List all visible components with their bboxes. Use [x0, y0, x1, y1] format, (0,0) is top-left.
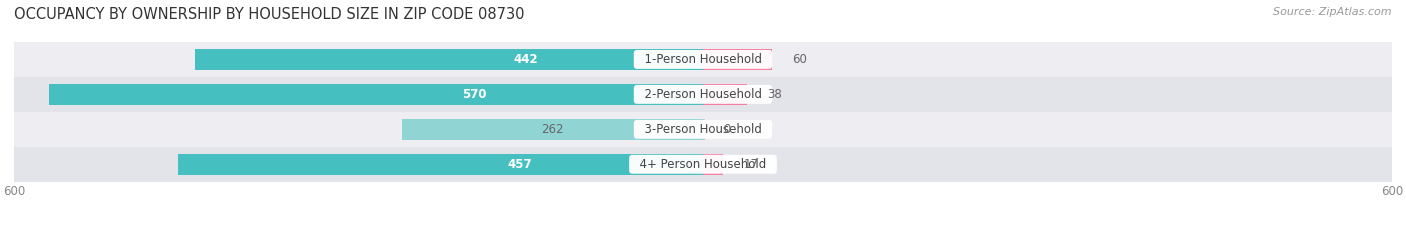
Text: 38: 38 — [768, 88, 782, 101]
Text: OCCUPANCY BY OWNERSHIP BY HOUSEHOLD SIZE IN ZIP CODE 08730: OCCUPANCY BY OWNERSHIP BY HOUSEHOLD SIZE… — [14, 7, 524, 22]
Bar — [48, 84, 703, 105]
Text: 1-Person Household: 1-Person Household — [637, 53, 769, 66]
Text: Source: ZipAtlas.com: Source: ZipAtlas.com — [1274, 7, 1392, 17]
Text: 442: 442 — [513, 53, 537, 66]
Legend: Owner-occupied, Renter-occupied: Owner-occupied, Renter-occupied — [572, 230, 834, 233]
Bar — [195, 49, 703, 70]
Bar — [703, 49, 772, 70]
Bar — [703, 154, 723, 175]
Bar — [14, 147, 1392, 182]
Text: 262: 262 — [541, 123, 564, 136]
Text: 17: 17 — [744, 158, 758, 171]
Text: 2-Person Household: 2-Person Household — [637, 88, 769, 101]
Text: 4+ Person Household: 4+ Person Household — [633, 158, 773, 171]
Bar — [179, 154, 703, 175]
Text: 0: 0 — [724, 123, 731, 136]
Bar — [703, 119, 706, 140]
Bar — [14, 77, 1392, 112]
Bar — [14, 42, 1392, 77]
Bar — [402, 119, 703, 140]
Text: 457: 457 — [508, 158, 531, 171]
Bar — [703, 84, 747, 105]
Bar — [14, 112, 1392, 147]
Text: 60: 60 — [793, 53, 807, 66]
Text: 3-Person Household: 3-Person Household — [637, 123, 769, 136]
Text: 570: 570 — [461, 88, 486, 101]
